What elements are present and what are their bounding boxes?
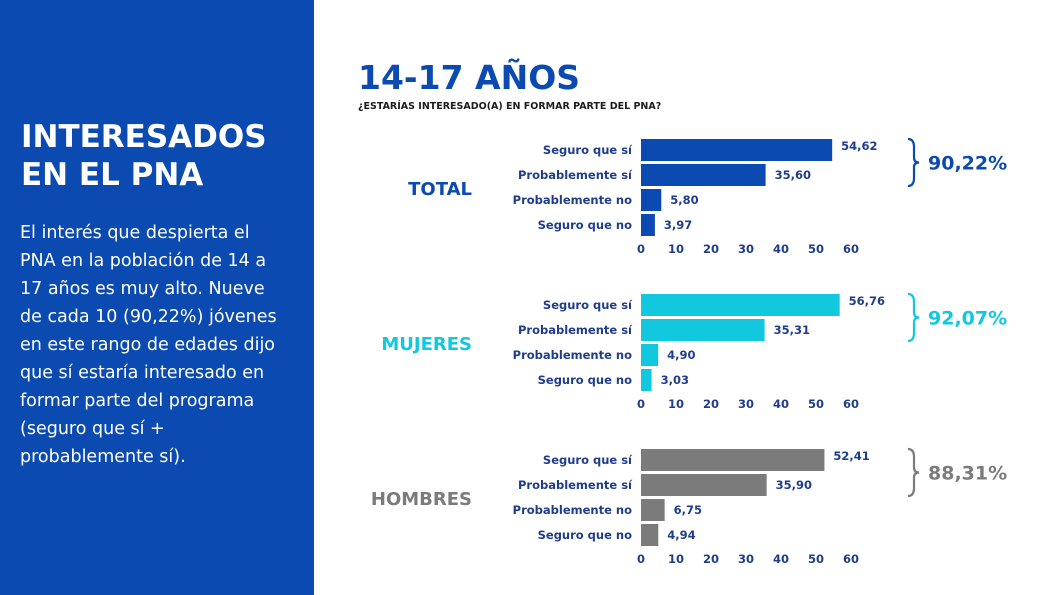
x-tick-hombres-20: 20 [703, 552, 719, 566]
category-label-mujeres-seguro-que-no: Seguro que no [538, 373, 632, 387]
brace-mujeres [907, 292, 920, 343]
bar-total-seguro-que-no [641, 214, 655, 236]
x-tick-mujeres-30: 30 [738, 397, 754, 411]
x-tick-hombres-40: 40 [773, 552, 789, 566]
x-tick-total-60: 60 [843, 242, 859, 256]
x-tick-hombres-60: 60 [843, 552, 859, 566]
x-tick-hombres-50: 50 [808, 552, 824, 566]
category-label-total-seguro-que-si: Seguro que sí [543, 143, 633, 157]
value-label-hombres-seguro-que-no: 4,94 [667, 528, 695, 542]
x-tick-hombres-10: 10 [668, 552, 684, 566]
bar-mujeres-seguro-que-si [641, 294, 840, 316]
category-label-total-seguro-que-no: Seguro que no [538, 218, 632, 232]
category-label-total-probablemente-no: Probablemente no [513, 193, 632, 207]
value-label-total-seguro-que-si: 54,62 [841, 139, 877, 153]
x-tick-hombres-30: 30 [738, 552, 754, 566]
bar-mujeres-seguro-que-no [641, 369, 652, 391]
bar-hombres-probablemente-si [641, 474, 767, 496]
group-label-total: TOTAL [408, 179, 472, 200]
summary-percent-hombres: 88,31% [928, 463, 1007, 485]
summary-percent-mujeres: 92,07% [928, 308, 1007, 330]
category-label-total-probablemente-si: Probablemente sí [518, 168, 633, 182]
sidebar-panel: INTERESADOS EN EL PNA El interés que des… [0, 0, 314, 595]
bar-hombres-seguro-que-si [641, 449, 825, 471]
group-label-hombres: HOMBRES [371, 489, 472, 510]
group-label-mujeres: MUJERES [381, 334, 472, 355]
x-tick-mujeres-20: 20 [703, 397, 719, 411]
x-tick-mujeres-50: 50 [808, 397, 824, 411]
x-tick-total-40: 40 [773, 242, 789, 256]
category-label-hombres-probablemente-no: Probablemente no [513, 503, 632, 517]
x-tick-hombres-0: 0 [637, 552, 645, 566]
value-label-total-probablemente-si: 35,60 [775, 168, 811, 182]
category-label-mujeres-probablemente-no: Probablemente no [513, 348, 632, 362]
page-title: 14-17 AÑOS [358, 58, 581, 97]
bar-hombres-probablemente-no [641, 499, 665, 521]
x-tick-total-0: 0 [637, 242, 645, 256]
brace-total [907, 137, 920, 188]
sidebar-title: INTERESADOS EN EL PNA [21, 119, 267, 193]
category-label-mujeres-probablemente-si: Probablemente sí [518, 323, 633, 337]
value-label-mujeres-probablemente-no: 4,90 [667, 348, 695, 362]
value-label-mujeres-seguro-que-no: 3,03 [661, 373, 689, 387]
x-tick-mujeres-10: 10 [668, 397, 684, 411]
x-tick-total-50: 50 [808, 242, 824, 256]
x-tick-total-20: 20 [703, 242, 719, 256]
x-tick-total-30: 30 [738, 242, 754, 256]
bar-mujeres-probablemente-no [641, 344, 659, 366]
category-label-mujeres-seguro-que-si: Seguro que sí [543, 298, 633, 312]
value-label-total-seguro-que-no: 3,97 [664, 218, 692, 232]
value-label-mujeres-seguro-que-si: 56,76 [849, 294, 885, 308]
value-label-total-probablemente-no: 5,80 [670, 193, 698, 207]
value-label-hombres-probablemente-si: 35,90 [776, 478, 812, 492]
category-label-hombres-seguro-que-si: Seguro que sí [543, 453, 633, 467]
x-tick-mujeres-40: 40 [773, 397, 789, 411]
summary-percent-total: 90,22% [928, 153, 1007, 175]
category-label-hombres-seguro-que-no: Seguro que no [538, 528, 632, 542]
value-label-hombres-probablemente-no: 6,75 [674, 503, 702, 517]
bar-hombres-seguro-que-no [641, 524, 659, 546]
bar-total-probablemente-si [641, 164, 766, 186]
bar-mujeres-probablemente-si [641, 319, 765, 341]
brace-hombres [907, 447, 920, 498]
x-tick-mujeres-60: 60 [843, 397, 859, 411]
bar-total-seguro-que-si [641, 139, 833, 161]
x-tick-total-10: 10 [668, 242, 684, 256]
bar-total-probablemente-no [641, 189, 662, 211]
sidebar-description: El interés que despierta el PNA en la po… [20, 223, 277, 467]
survey-question: ¿ESTARÍAS INTERESADO(A) EN FORMAR PARTE … [358, 101, 662, 112]
category-label-hombres-probablemente-si: Probablemente sí [518, 478, 633, 492]
value-label-mujeres-probablemente-si: 35,31 [774, 323, 810, 337]
x-tick-mujeres-0: 0 [637, 397, 645, 411]
value-label-hombres-seguro-que-si: 52,41 [833, 449, 869, 463]
